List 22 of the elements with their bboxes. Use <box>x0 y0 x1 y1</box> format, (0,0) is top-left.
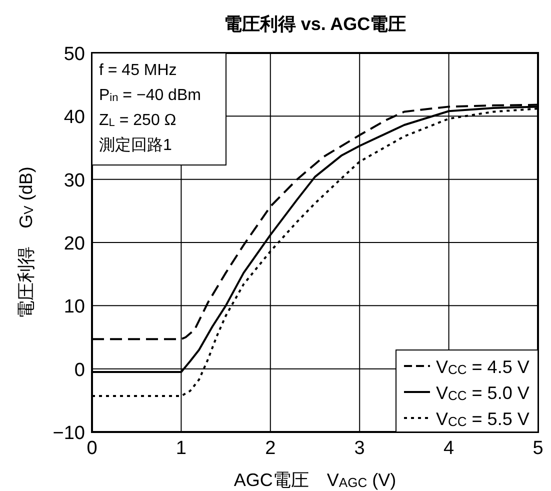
y-tick-label: 0 <box>74 360 85 381</box>
chart-title: 電圧利得 vs. AGC電圧 <box>224 14 406 34</box>
annotation: ZL = 250 Ω <box>99 112 176 129</box>
x-tick-label: 3 <box>354 438 365 459</box>
x-axis-title: AGC電圧 VAGC (V) <box>234 470 396 490</box>
annotation: Pin = −40 dBm <box>99 87 201 104</box>
legend-label: VCC = 5.5 V <box>436 409 530 429</box>
y-axis-title: 電圧利得 GV (dB) <box>16 166 36 318</box>
annotation: f = 45 MHz <box>99 62 177 79</box>
y-tick-label: 20 <box>64 234 85 254</box>
y-tick-label: −10 <box>52 423 85 444</box>
annotation: 測定回路1 <box>99 136 172 154</box>
legend-label: VCC = 5.0 V <box>436 383 530 403</box>
y-tick-label: 40 <box>64 107 85 128</box>
x-tick-label: 2 <box>265 438 276 459</box>
y-tick-label: 50 <box>64 44 85 65</box>
x-tick-label: 4 <box>444 438 455 459</box>
y-tick-label: 10 <box>64 296 85 318</box>
y-tick-label: 30 <box>64 170 85 192</box>
x-tick-label: 1 <box>176 438 186 459</box>
x-tick-label: 5 <box>532 438 544 459</box>
legend-label: VCC = 4.5 V <box>436 357 530 377</box>
